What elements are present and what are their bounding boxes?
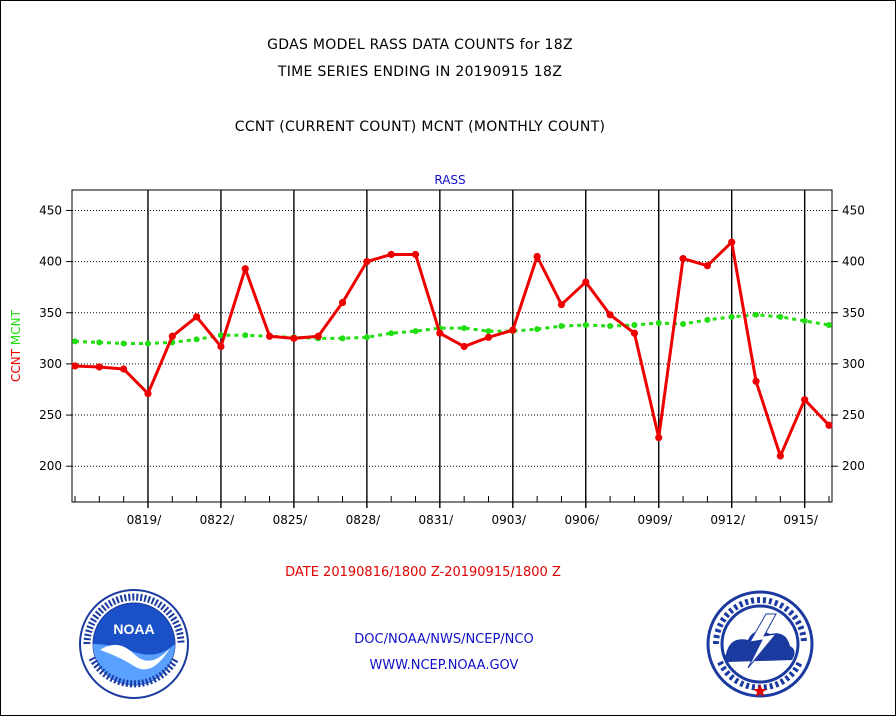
data-point-ccnt — [728, 238, 736, 246]
data-point-ccnt — [460, 342, 468, 351]
credit-line-2: WWW.NCEP.NOAA.GOV — [369, 658, 519, 673]
data-point-mcnt — [704, 316, 711, 323]
data-point-ccnt — [630, 329, 639, 337]
data-point-mcnt — [242, 332, 249, 339]
chart-title-line-1: GDAS MODEL RASS DATA COUNTS for 18Z — [267, 37, 573, 53]
credit-line-1: DOC/NOAA/NWS/NCEP/NCO — [354, 632, 534, 647]
noaa-logo-text: NOAA — [113, 621, 154, 637]
chart-subtitle: CCNT (CURRENT COUNT) MCNT (MONTHLY COUNT… — [234, 119, 606, 135]
y-tick-label-left: 300 — [39, 357, 62, 371]
x-tick-label: 0915/ — [783, 513, 819, 527]
data-point-ccnt — [825, 421, 833, 429]
data-point-mcnt — [826, 322, 832, 329]
series-line-ccnt — [74, 240, 831, 458]
data-point-ccnt — [679, 254, 687, 263]
y-tick-label-right: 300 — [842, 357, 865, 371]
chart-title-line-2: TIME SERIES ENDING IN 20190915 18Z — [277, 64, 563, 80]
data-point-ccnt — [387, 250, 395, 259]
data-point-ccnt — [606, 311, 614, 319]
x-tick-label: 0903/ — [492, 513, 528, 527]
data-point-ccnt — [290, 334, 298, 342]
series-line-mcnt — [74, 313, 830, 345]
data-point-ccnt — [411, 250, 420, 259]
x-tick-label: 0909/ — [637, 513, 673, 527]
data-point-ccnt — [241, 265, 249, 273]
chart-title: RASS — [434, 173, 465, 187]
data-point-mcnt — [461, 325, 468, 332]
data-point-mcnt — [412, 328, 419, 335]
data-point-mcnt — [655, 319, 662, 326]
data-point-ccnt — [509, 326, 517, 334]
data-point-mcnt — [193, 336, 200, 343]
x-tick-label: 0822/ — [200, 513, 236, 527]
data-point-ccnt — [776, 452, 784, 460]
data-point-mcnt — [72, 338, 78, 345]
data-point-ccnt — [168, 332, 176, 340]
data-point-ccnt — [363, 258, 371, 266]
plot-area-frame — [71, 189, 833, 503]
y-tick-label-right: 350 — [842, 306, 865, 320]
noaa-logo-icon: NOAA — [79, 589, 189, 699]
data-point-ccnt — [484, 333, 493, 341]
data-point-mcnt — [582, 322, 589, 329]
data-point-mcnt — [534, 326, 541, 333]
x-tick-label: 0825/ — [273, 513, 309, 527]
y-tick-label-right: 400 — [842, 255, 865, 269]
y-axis-label-mcnt: MCNT — [9, 309, 23, 349]
nws-logo-icon — [706, 590, 814, 698]
data-point-ccnt — [801, 396, 809, 404]
data-point-ccnt — [582, 278, 590, 286]
data-point-mcnt — [607, 323, 614, 330]
data-point-ccnt — [265, 332, 274, 340]
data-point-ccnt — [144, 389, 152, 398]
y-tick-label-right: 450 — [842, 203, 865, 217]
data-point-ccnt — [71, 362, 79, 370]
data-point-ccnt — [314, 332, 322, 340]
data-point-mcnt — [363, 334, 370, 341]
date-range-label: DATE 20190816/1800 Z-20190915/1800 Z — [285, 565, 561, 580]
data-point-ccnt — [217, 342, 225, 351]
data-point-ccnt — [95, 363, 103, 371]
data-point-mcnt — [144, 340, 151, 347]
y-tick-label-left: 200 — [39, 459, 62, 473]
data-point-ccnt — [120, 365, 128, 373]
data-point-ccnt — [338, 298, 347, 307]
data-point-mcnt — [728, 313, 735, 320]
data-point-ccnt — [193, 313, 201, 321]
data-point-mcnt — [388, 330, 395, 337]
data-point-ccnt — [557, 300, 566, 309]
x-tick-label: 0831/ — [419, 513, 455, 527]
data-point-mcnt — [801, 317, 808, 324]
x-tick-label: 0828/ — [346, 513, 382, 527]
data-point-mcnt — [680, 321, 687, 328]
y-tick-label-left: 350 — [39, 306, 62, 320]
data-point-mcnt — [485, 328, 492, 335]
y-tick-label-right: 250 — [842, 408, 865, 422]
y-tick-label-right: 200 — [842, 459, 865, 473]
data-point-ccnt — [436, 329, 444, 337]
y-tick-label-left: 400 — [39, 255, 62, 269]
data-point-mcnt — [96, 339, 103, 346]
x-tick-label: 0906/ — [564, 513, 600, 527]
x-tick-label: 0912/ — [710, 513, 746, 527]
data-point-mcnt — [339, 335, 346, 342]
x-tick-label: 0819/ — [127, 513, 163, 527]
data-point-ccnt — [752, 377, 760, 385]
data-point-ccnt — [703, 262, 711, 270]
data-point-ccnt — [533, 252, 541, 261]
y-tick-label-left: 250 — [39, 408, 62, 422]
y-tick-label-left: 450 — [39, 203, 62, 217]
data-point-mcnt — [558, 323, 565, 330]
data-point-mcnt — [777, 313, 784, 320]
y-axis-label: CCNT MCNT — [9, 309, 23, 382]
data-point-mcnt — [120, 340, 127, 347]
data-point-mcnt — [631, 322, 638, 329]
y-axis-label-ccnt: CCNT — [9, 348, 23, 382]
data-point-ccnt — [655, 433, 663, 442]
data-point-mcnt — [753, 311, 760, 318]
